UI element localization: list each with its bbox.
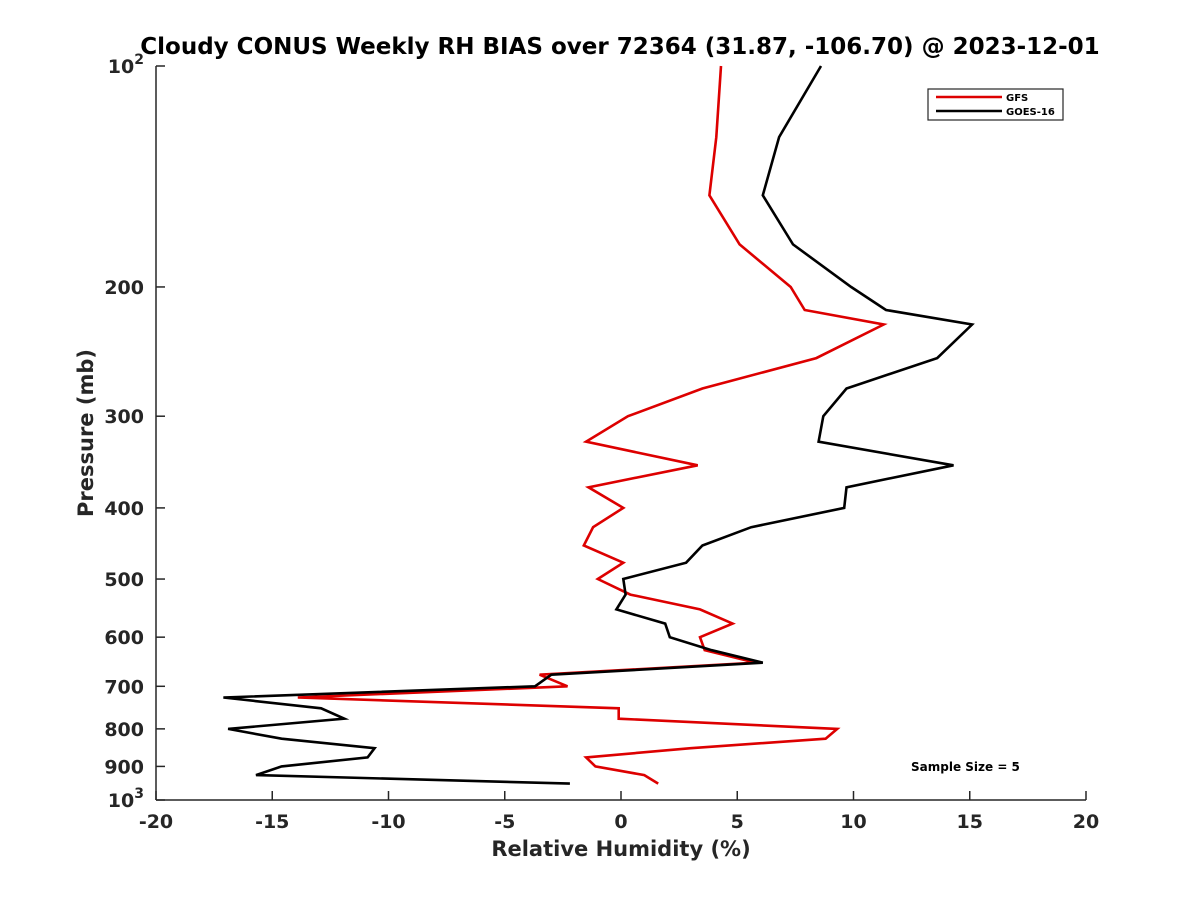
x-tick-label: -20 — [139, 811, 173, 833]
x-ticks: -20 -15 -10 -5 0 5 10 15 20 — [139, 791, 1099, 833]
chart-title: Cloudy CONUS Weekly RH BIAS over 72364 (… — [140, 34, 1099, 60]
sample-size-annotation: Sample Size = 5 — [911, 760, 1020, 774]
y-tick-label: 103 — [108, 786, 144, 812]
y-tick-label: 500 — [104, 569, 144, 591]
legend-box — [927, 88, 1064, 121]
x-tick-label: 0 — [614, 811, 627, 833]
y-axis-label: Pressure (mb) — [74, 349, 98, 517]
series-line-gfs — [297, 65, 888, 785]
series-lines — [223, 65, 975, 785]
y-tick-label: 400 — [104, 498, 144, 520]
y-tick-label: 900 — [104, 756, 144, 778]
legend-gfs-label: GFS — [1006, 93, 1028, 104]
x-tick-label: 20 — [1073, 811, 1099, 833]
x-tick-label: 15 — [957, 811, 983, 833]
x-tick-label: 10 — [840, 811, 866, 833]
series-line-goes-16 — [223, 65, 975, 785]
x-tick-label: -15 — [255, 811, 289, 833]
y-tick-label: 700 — [104, 676, 144, 698]
y-tick-label: 200 — [104, 277, 144, 299]
y-ticks: 102 200 300 400 500 600 700 800 900 103 — [104, 52, 165, 812]
y-tick-label: 300 — [104, 406, 144, 428]
legend-goes16-label: GOES-16 — [1006, 107, 1055, 118]
x-tick-label: 5 — [731, 811, 744, 833]
y-tick-label: 102 — [108, 52, 144, 78]
y-tick-label: 600 — [104, 627, 144, 649]
x-tick-label: -5 — [494, 811, 515, 833]
x-tick-label: -10 — [371, 811, 405, 833]
legend: GFS GOES-16 — [927, 88, 1064, 121]
y-tick-label: 800 — [104, 719, 144, 741]
x-axis-label: Relative Humidity (%) — [491, 837, 750, 861]
